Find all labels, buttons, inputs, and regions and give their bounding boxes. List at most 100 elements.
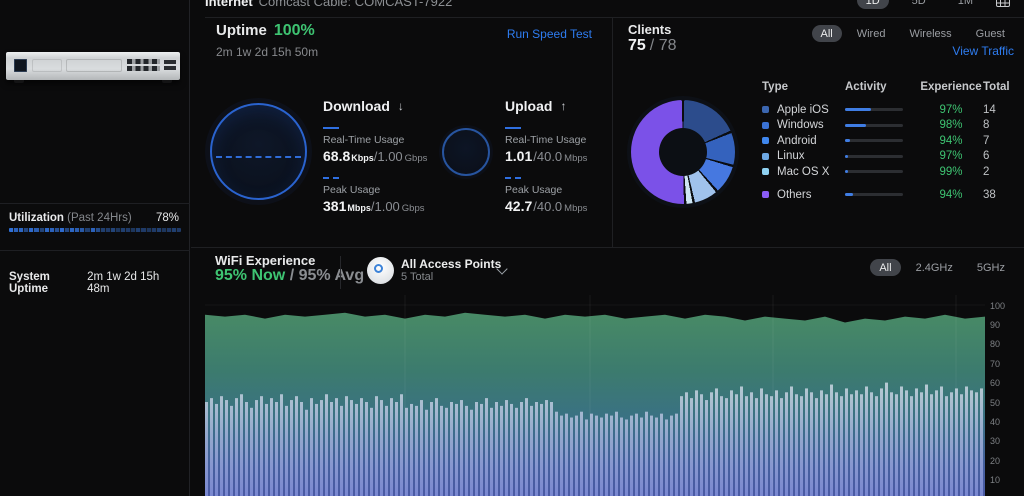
band-filter-5ghz[interactable]: 5GHz xyxy=(968,259,1014,276)
max: /1.00 xyxy=(371,199,400,214)
internet-provider: Comcast Cable: COMCAST-7922 xyxy=(259,0,453,9)
clients-count: 75/ 78 xyxy=(628,37,676,55)
system-uptime-value: 2m 1w 2d 15h 48m xyxy=(87,271,179,295)
type-label: Mac OS X xyxy=(777,166,829,178)
spark-segment xyxy=(126,228,130,232)
wifi-experience-chart[interactable] xyxy=(205,295,985,496)
spark-segment xyxy=(19,228,23,232)
type-label: Windows xyxy=(777,119,824,131)
spark-segment xyxy=(14,228,18,232)
client-type-row-android[interactable]: Android94%7 xyxy=(762,133,1016,148)
time-range-1d[interactable]: 1D xyxy=(857,0,889,9)
activity-bar xyxy=(845,139,903,142)
spark-segment xyxy=(29,228,33,232)
spark-segment xyxy=(162,228,166,232)
spark-segment xyxy=(172,228,176,232)
band-filter-all[interactable]: All xyxy=(870,259,900,276)
client-type-row-linux[interactable]: Linux97%6 xyxy=(762,149,1016,164)
experience-value: 98% xyxy=(919,119,983,131)
spark-segment xyxy=(157,228,161,232)
device-foot xyxy=(14,80,24,83)
upload-label: Upload xyxy=(505,98,552,114)
time-range-5d[interactable]: 5D xyxy=(903,0,935,9)
client-filter-guest[interactable]: Guest xyxy=(967,25,1014,42)
spark-segment xyxy=(55,228,59,232)
utilization-sparkline xyxy=(9,228,181,232)
sidebar-divider xyxy=(0,203,190,204)
y-axis-tick-label: 80 xyxy=(990,339,1000,349)
total-value: 6 xyxy=(983,150,1016,162)
time-range-1m[interactable]: 1M xyxy=(949,0,982,9)
device-drive-bay xyxy=(66,59,122,72)
clients-title: Clients xyxy=(628,22,671,37)
type-label: Others xyxy=(777,189,812,201)
type-color-dot xyxy=(762,122,769,129)
spark-segment xyxy=(85,228,89,232)
max: /40.0 xyxy=(533,199,562,214)
col-total: Total xyxy=(983,81,1016,93)
client-type-row-mac-os-x[interactable]: Mac OS X 99%2 xyxy=(762,164,1016,179)
realtime-usage-label: Real-Time Usage xyxy=(323,134,473,146)
download-peak-value: 381Mbps/1.00Gbps xyxy=(323,198,473,216)
spark-segment xyxy=(70,228,74,232)
max-unit: Mbps xyxy=(564,153,587,164)
device-sfp-port xyxy=(164,60,176,64)
realtime-indicator-line xyxy=(505,127,521,129)
utilization-value: 78% xyxy=(156,212,179,224)
wifi-now-value: 95% Now xyxy=(215,267,285,284)
clients-total-count: / 78 xyxy=(650,37,677,54)
uptime-duration: 2m 1w 2d 15h 50m xyxy=(216,45,318,59)
sidebar-divider xyxy=(0,250,190,251)
device-display xyxy=(14,59,27,72)
y-axis-tick-label: 100 xyxy=(990,301,1005,311)
client-type-row-apple-ios[interactable]: Apple iOS97%14 xyxy=(762,102,1016,117)
max: /1.00 xyxy=(374,149,403,164)
band-filter-24ghz[interactable]: 2.4GHz xyxy=(907,259,962,276)
clients-donut-chart[interactable] xyxy=(631,100,735,204)
peak-usage-label: Peak Usage xyxy=(323,184,473,196)
spark-segment xyxy=(121,228,125,232)
type-color-dot xyxy=(762,191,769,198)
experience-value: 94% xyxy=(919,189,983,201)
view-traffic-link[interactable]: View Traffic xyxy=(952,44,1014,58)
client-filter-all[interactable]: All xyxy=(812,25,842,42)
y-axis-tick-label: 40 xyxy=(990,417,1000,427)
table-header-row: Type Activity Experience Total xyxy=(762,79,1016,94)
value: 42.7 xyxy=(505,198,532,214)
type-label: Linux xyxy=(777,150,805,162)
total-value: 8 xyxy=(983,119,1016,131)
client-type-row-others[interactable]: Others 94%38 xyxy=(762,187,1016,202)
spark-segment xyxy=(106,228,110,232)
access-point-selector[interactable]: All Access Points 5 Total xyxy=(367,256,517,288)
unit: Mbps xyxy=(347,203,371,213)
calendar-grid-icon[interactable] xyxy=(996,0,1010,7)
spark-segment xyxy=(167,228,171,232)
type-color-dot xyxy=(762,106,769,113)
activity-bar xyxy=(845,170,903,173)
peak-usage-label: Peak Usage xyxy=(505,184,655,196)
total-value: 2 xyxy=(983,166,1016,178)
spark-segment xyxy=(75,228,79,232)
spark-segment xyxy=(116,228,120,232)
device-ethernet-ports xyxy=(127,59,160,64)
device-foot xyxy=(162,80,172,83)
spark-segment xyxy=(34,228,38,232)
client-filter-wired[interactable]: Wired xyxy=(848,25,895,42)
max-unit: Gbps xyxy=(402,203,425,214)
type-label: Android xyxy=(777,135,817,147)
total-value: 38 xyxy=(983,189,1016,201)
y-axis-tick-label: 10 xyxy=(990,475,1000,485)
ap-selector-label: All Access Points xyxy=(401,257,501,271)
spark-segment xyxy=(141,228,145,232)
total-value: 7 xyxy=(983,135,1016,147)
max-unit: Gbps xyxy=(405,153,428,164)
y-axis-tick-label: 90 xyxy=(990,320,1000,330)
client-type-row-windows[interactable]: Windows 98%8 xyxy=(762,118,1016,133)
download-arrow-icon: ↓ xyxy=(398,99,404,113)
client-filter-wireless[interactable]: Wireless xyxy=(900,25,960,42)
spark-segment xyxy=(60,228,64,232)
run-speed-test-link[interactable]: Run Speed Test xyxy=(507,27,592,41)
experience-value: 99% xyxy=(919,166,983,178)
spark-segment xyxy=(80,228,84,232)
peak-usage-marker xyxy=(216,156,301,158)
